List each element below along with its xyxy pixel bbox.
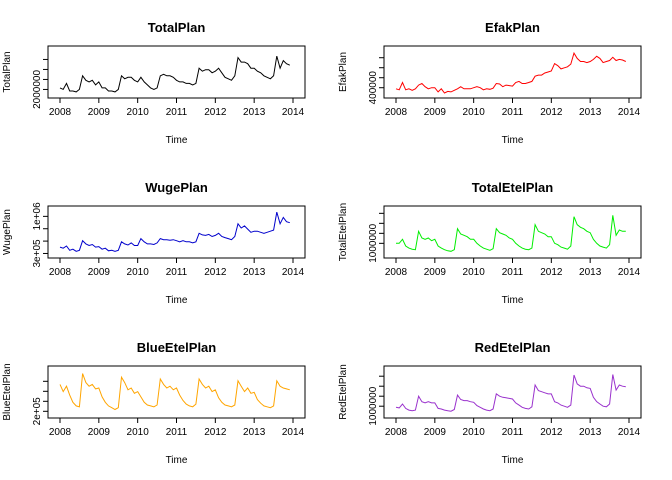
y-axis-label: WugePlan — [2, 209, 13, 255]
x-tick-label: 2012 — [204, 107, 227, 118]
x-tick-label: 2008 — [49, 427, 72, 438]
x-axis-label: Time — [502, 455, 524, 466]
y-tick-label: 400000 — [368, 71, 379, 105]
y-tick-label: 2000000 — [32, 70, 43, 109]
x-tick-label: 2014 — [282, 107, 305, 118]
chart-panel: TotalPlan 2008 2009 2010 2011 2012 2013 2014 200… — [2, 20, 306, 146]
chart-panel: WugePlan 2008 2009 2010 2011 2012 2013 2014 3e+0… — [2, 180, 306, 306]
x-tick-label: 2012 — [204, 267, 227, 278]
x-tick-label: 2010 — [127, 427, 150, 438]
chart-title: TotalPlan — [148, 20, 206, 35]
x-tick-label: 2009 — [424, 427, 447, 438]
x-tick-label: 2008 — [49, 107, 72, 118]
series-line — [59, 373, 290, 411]
chart-title: RedEtelPlan — [475, 340, 551, 355]
series-line — [395, 374, 626, 412]
series-line — [59, 55, 291, 93]
x-tick-label: 2011 — [166, 267, 188, 278]
series-line — [396, 215, 626, 252]
x-tick-label: 2009 — [88, 107, 111, 118]
x-tick-label: 2012 — [540, 427, 563, 438]
x-axis-label: Time — [502, 295, 524, 306]
chart-panel: BlueEtelPlan 2008 2009 2010 2011 2012 2013 2014… — [2, 340, 306, 466]
y-axis-label: RedEtelPlan — [338, 364, 349, 420]
x-tick-label: 2010 — [127, 267, 150, 278]
y-tick-label: 2e+05 — [32, 397, 43, 426]
x-tick-label: 2014 — [282, 267, 305, 278]
chart-title: EfakPlan — [485, 20, 540, 35]
y-tick-label: 1000000 — [368, 386, 379, 425]
plot-frame — [383, 205, 642, 259]
x-tick-label: 2012 — [204, 427, 227, 438]
x-tick-label: 2011 — [166, 427, 188, 438]
y-tick-label: 1e+06 — [32, 202, 43, 231]
x-tick-label: 2013 — [243, 107, 266, 118]
x-tick-label: 2011 — [166, 107, 188, 118]
series-line — [395, 51, 627, 94]
plot-frame — [47, 365, 306, 419]
chart-panel: EfakPlan 2008 2009 2010 2011 2012 2013 2014 4000… — [338, 20, 642, 146]
x-tick-label: 2014 — [618, 267, 641, 278]
x-tick-label: 2013 — [579, 427, 602, 438]
x-tick-label: 2014 — [618, 427, 641, 438]
x-tick-label: 2014 — [282, 427, 305, 438]
chart-title: BlueEtelPlan — [137, 340, 217, 355]
x-tick-label: 2013 — [579, 267, 602, 278]
x-tick-label: 2010 — [127, 107, 150, 118]
y-axis-label: TotalEtelPlan — [338, 203, 349, 261]
chart-panel: RedEtelPlan 2008 2009 2010 2011 2012 2013 2014 1… — [338, 340, 642, 466]
x-tick-label: 2012 — [540, 267, 563, 278]
x-tick-label: 2013 — [579, 107, 602, 118]
x-axis-label: Time — [166, 295, 188, 306]
x-tick-label: 2010 — [463, 107, 486, 118]
chart-title: WugePlan — [145, 180, 208, 195]
plot-frame — [47, 45, 306, 99]
y-tick-label: 3e+05 — [32, 239, 43, 268]
x-tick-label: 2012 — [540, 107, 563, 118]
x-axis-label: Time — [166, 135, 188, 146]
chart-panel: TotalEtelPlan 2008 2009 2010 2011 2012 2013 201… — [338, 180, 642, 306]
y-axis-label: EfakPlan — [338, 52, 349, 92]
plot-frame — [383, 365, 642, 419]
y-axis-label: BlueEtelPlan — [2, 363, 13, 420]
x-tick-label: 2014 — [618, 107, 641, 118]
x-tick-label: 2009 — [424, 267, 447, 278]
chart-title: TotalEtelPlan — [472, 180, 553, 195]
x-tick-label: 2013 — [243, 427, 266, 438]
x-tick-label: 2011 — [502, 427, 524, 438]
x-tick-label: 2009 — [88, 267, 111, 278]
x-tick-label: 2008 — [385, 107, 408, 118]
x-tick-label: 2008 — [49, 267, 72, 278]
x-tick-label: 2010 — [463, 267, 486, 278]
x-tick-label: 2009 — [424, 107, 447, 118]
x-axis-label: Time — [502, 135, 524, 146]
x-axis-label: Time — [166, 455, 188, 466]
x-tick-label: 2009 — [88, 427, 111, 438]
y-axis-label: TotalPlan — [2, 51, 13, 92]
x-tick-label: 2013 — [243, 267, 266, 278]
y-tick-label: 1000000 — [368, 223, 379, 262]
plot-frame — [383, 45, 642, 99]
x-tick-label: 2008 — [385, 427, 408, 438]
x-tick-label: 2008 — [385, 267, 408, 278]
x-tick-label: 2010 — [463, 427, 486, 438]
series-line — [59, 211, 290, 252]
x-tick-label: 2011 — [502, 267, 524, 278]
x-tick-label: 2011 — [502, 107, 524, 118]
